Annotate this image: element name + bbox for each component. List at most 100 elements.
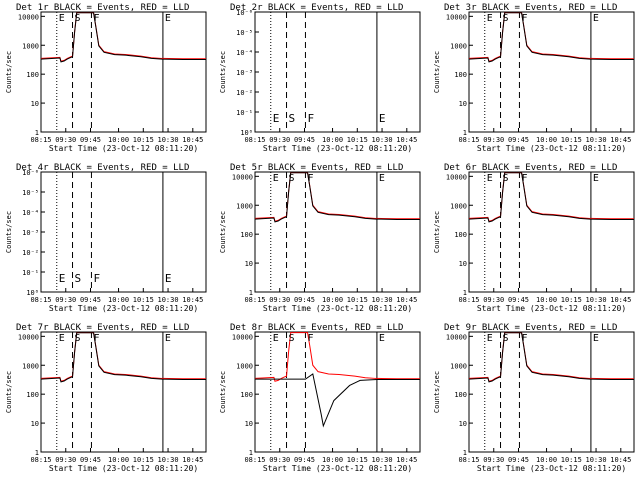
y-tick-label: 10⁻²: [22, 249, 39, 257]
y-axis-label: Counts/sec: [219, 371, 227, 413]
x-tick-label: 10:30: [586, 296, 607, 304]
y-tick-label: 10000: [446, 13, 467, 21]
marker-label: E: [59, 13, 65, 24]
marker-label: S: [75, 13, 81, 24]
y-tick-label: 1000: [450, 202, 467, 210]
events-series-line: [468, 172, 634, 223]
y-tick-label: 100: [240, 391, 253, 399]
events-series-line: [254, 172, 420, 223]
plot-frame: [254, 171, 421, 293]
marker-label: E: [165, 272, 172, 285]
x-tick-label: 10:15: [347, 296, 368, 304]
marker-label: E: [165, 13, 171, 24]
y-tick-label: 10⁻³: [236, 69, 253, 77]
y-tick-label: 1000: [236, 362, 253, 370]
marker-label: E: [273, 333, 279, 344]
lld-series-line: [254, 332, 420, 382]
x-tick-label: 09:30: [483, 136, 504, 144]
panel-title: Det 6r BLACK = Events, RED = LLD: [444, 163, 617, 173]
x-tick-label: 10:45: [610, 296, 631, 304]
y-tick-label: 1000: [450, 42, 467, 50]
x-tick-label: 09:30: [55, 456, 76, 464]
y-tick-label: 1: [35, 129, 39, 137]
marker-label: E: [593, 333, 599, 344]
x-tick-label: 10:15: [133, 136, 154, 144]
x-tick-label: 10:30: [372, 136, 393, 144]
x-tick-label: 10:15: [561, 136, 582, 144]
x-tick-label: 09:45: [294, 296, 315, 304]
marker-label: E: [59, 272, 66, 285]
x-tick-label: 09:30: [269, 456, 290, 464]
events-series-line: [40, 332, 206, 383]
x-tick-label: 10:15: [133, 296, 154, 304]
plot-frame: [468, 171, 635, 293]
lld-series-line: [468, 172, 634, 222]
panel-title: Det 1r BLACK = Events, RED = LLD: [16, 3, 189, 13]
panel-2: Det 2r BLACK = Events, RED = LLD 08:15 09:…: [219, 3, 421, 153]
x-tick-label: 10:30: [586, 136, 607, 144]
x-tick-label: 10:45: [182, 296, 203, 304]
y-tick-label: 10⁰: [26, 289, 39, 297]
y-tick-label: 10: [245, 420, 253, 428]
x-tick-label: 10:45: [610, 136, 631, 144]
marker-label: F: [307, 173, 313, 184]
y-tick-label: 10: [459, 100, 467, 108]
x-tick-label: 10:45: [610, 456, 631, 464]
x-tick-label: 09:45: [508, 456, 529, 464]
panel-title: Det 5r BLACK = Events, RED = LLD: [230, 163, 403, 173]
panel-9: Det 9r BLACK = Events, RED = LLD 08:15 09:…: [433, 323, 635, 473]
x-tick-label: 09:45: [294, 456, 315, 464]
x-tick-label: 08:15: [244, 296, 265, 304]
panel-title: Det 8r BLACK = Events, RED = LLD: [230, 323, 403, 333]
plot-frame: [468, 331, 635, 453]
x-tick-label: 10:30: [372, 456, 393, 464]
marker-label: E: [487, 173, 493, 184]
x-tick-label: 10:00: [108, 296, 129, 304]
marker-label: E: [487, 13, 493, 24]
y-tick-label: 10: [245, 260, 253, 268]
marker-label: E: [379, 333, 385, 344]
x-tick-label: 09:45: [80, 296, 101, 304]
x-axis-label: Start Time (23-Oct-12 08:11:20): [49, 144, 198, 153]
x-tick-label: 08:15: [30, 456, 51, 464]
x-tick-label: 10:15: [133, 456, 154, 464]
marker-label: F: [307, 333, 313, 344]
x-axis-label: Start Time (23-Oct-12 08:11:20): [263, 144, 412, 153]
x-tick-label: 10:00: [322, 136, 343, 144]
y-tick-label: 10⁻¹: [22, 269, 39, 277]
marker-label: E: [165, 333, 171, 344]
y-tick-label: 10000: [18, 333, 39, 341]
marker-label: E: [487, 333, 493, 344]
plot-frame: [40, 171, 207, 293]
y-tick-label: 1: [35, 449, 39, 457]
panel-5: Det 5r BLACK = Events, RED = LLD 08:15 09:…: [219, 163, 421, 313]
y-axis-label: Counts/sec: [433, 371, 441, 413]
x-tick-label: 09:45: [80, 456, 101, 464]
y-axis-label: Counts/sec: [433, 211, 441, 253]
y-tick-label: 10000: [232, 173, 253, 181]
panel-7: Det 7r BLACK = Events, RED = LLD 08:15 09:…: [5, 323, 207, 473]
y-axis-label: Counts/sec: [433, 51, 441, 93]
x-tick-label: 10:15: [347, 136, 368, 144]
y-tick-label: 10000: [446, 333, 467, 341]
panel-3: Det 3r BLACK = Events, RED = LLD 08:15 09:…: [433, 3, 635, 153]
x-tick-label: 09:45: [80, 136, 101, 144]
marker-label: F: [93, 272, 100, 285]
panel-title: Det 2r BLACK = Events, RED = LLD: [230, 3, 403, 13]
y-tick-label: 10⁻¹: [236, 109, 253, 117]
marker-label: E: [593, 173, 599, 184]
x-tick-label: 09:30: [269, 296, 290, 304]
y-tick-label: 1: [249, 289, 253, 297]
x-tick-label: 09:30: [483, 456, 504, 464]
x-tick-label: 09:30: [55, 136, 76, 144]
y-tick-label: 10⁻⁵: [22, 189, 39, 197]
x-tick-label: 10:15: [561, 296, 582, 304]
x-tick-label: 10:15: [347, 456, 368, 464]
y-tick-label: 10⁻⁶: [22, 169, 39, 177]
x-tick-label: 10:45: [396, 136, 417, 144]
y-tick-label: 10: [459, 420, 467, 428]
x-tick-label: 10:00: [536, 136, 557, 144]
x-tick-label: 10:00: [322, 296, 343, 304]
x-axis-label: Start Time (23-Oct-12 08:11:20): [477, 304, 626, 313]
x-tick-label: 08:15: [458, 456, 479, 464]
